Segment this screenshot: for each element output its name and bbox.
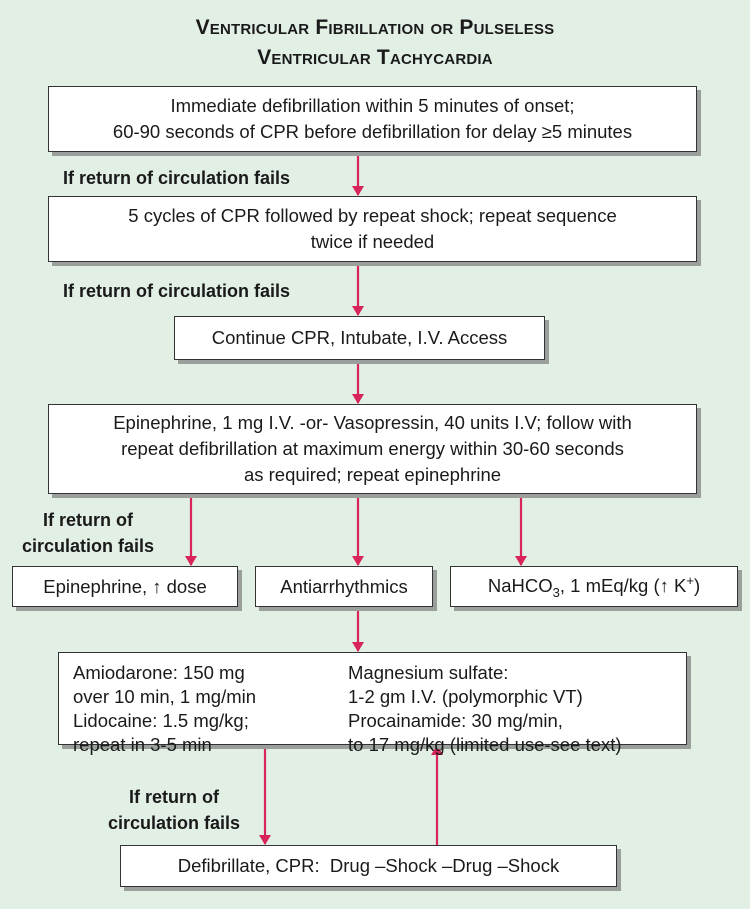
text-line: twice if needed — [310, 231, 435, 252]
text-line: Amiodarone: 150 mg — [73, 662, 245, 683]
text: , 1 mEq/kg (↑ K — [559, 574, 687, 596]
diagram-title-line2: Ventricular Tachycardia — [257, 46, 493, 69]
text-line: If return of — [129, 787, 220, 807]
text-line: Procainamide: 30 mg/min, — [348, 710, 563, 731]
epinephrine-dose-box: Epinephrine, ↑ dose — [12, 566, 238, 607]
text-line: circulation fails — [108, 813, 241, 833]
antiarrhythmics-box: Antiarrhythmics — [255, 566, 433, 607]
continue-cpr-box: Continue CPR, Intubate, I.V. Access — [174, 316, 545, 360]
text-line: to 17 mg/kg (limited use-see text) — [348, 734, 622, 755]
text: ) — [693, 574, 701, 596]
epinephrine-box: Epinephrine, 1 mg I.V. -or- Vasopressin,… — [48, 404, 697, 494]
text-line: repeat in 3-5 min — [73, 734, 212, 755]
text-line: 60-90 seconds of CPR before defibrillati… — [112, 121, 633, 142]
text-line: 5 cycles of CPR followed by repeat shock… — [128, 205, 617, 226]
defibrillation-box: Immediate defibrillation within 5 minute… — [48, 86, 697, 152]
text-line: Continue CPR, Intubate, I.V. Access — [211, 327, 508, 348]
fail-label-split: If return of circulation fails — [108, 784, 240, 836]
text-line: circulation fails — [22, 536, 155, 556]
fail-label: If return of circulation fails — [63, 281, 291, 301]
drugs-left-column: Amiodarone: 150 mg over 10 min, 1 mg/min… — [73, 661, 256, 757]
diagram-title-line1: Ventricular Fibrillation or Pulseless — [195, 16, 555, 39]
text-line: Immediate defibrillation within 5 minute… — [170, 95, 575, 116]
text-line: over 10 min, 1 mg/min — [73, 686, 257, 707]
text-line: Magnesium sulfate: — [348, 662, 509, 683]
fail-label: If return of circulation fails — [63, 168, 291, 188]
text-line: Lidocaine: 1.5 mg/kg; — [73, 710, 249, 731]
text-line: Antiarrhythmics — [280, 575, 408, 597]
drugs-right-column: Magnesium sulfate: 1-2 gm I.V. (polymorp… — [348, 661, 622, 757]
final-cycle-box: Defibrillate, CPR: Drug –Shock –Drug –Sh… — [120, 845, 617, 887]
fail-label-split: If return of circulation fails — [22, 507, 154, 559]
drug-options-box: Amiodarone: 150 mg over 10 min, 1 mg/min… — [58, 652, 687, 755]
superscript: + — [686, 572, 694, 588]
nahco3-box: NaHCO3, 1 mEq/kg (↑ K+) — [450, 566, 738, 607]
text-line: If return of — [43, 510, 134, 530]
cpr-cycles-box: 5 cycles of CPR followed by repeat shock… — [48, 196, 697, 262]
text-line: Epinephrine, ↑ dose — [43, 575, 207, 597]
text: NaHCO — [487, 574, 553, 596]
text-line: NaHCO3, 1 mEq/kg (↑ K+) — [451, 568, 737, 606]
text-line: repeat defibrillation at maximum energy … — [121, 438, 624, 459]
text-line: 1-2 gm I.V. (polymorphic VT) — [348, 686, 583, 707]
text-line: Epinephrine, 1 mg I.V. -or- Vasopressin,… — [113, 412, 632, 433]
subscript: 3 — [552, 584, 560, 600]
text-line: Defibrillate, CPR: Drug –Shock –Drug –Sh… — [177, 855, 560, 876]
text-line: as required; repeat epinephrine — [243, 464, 502, 485]
